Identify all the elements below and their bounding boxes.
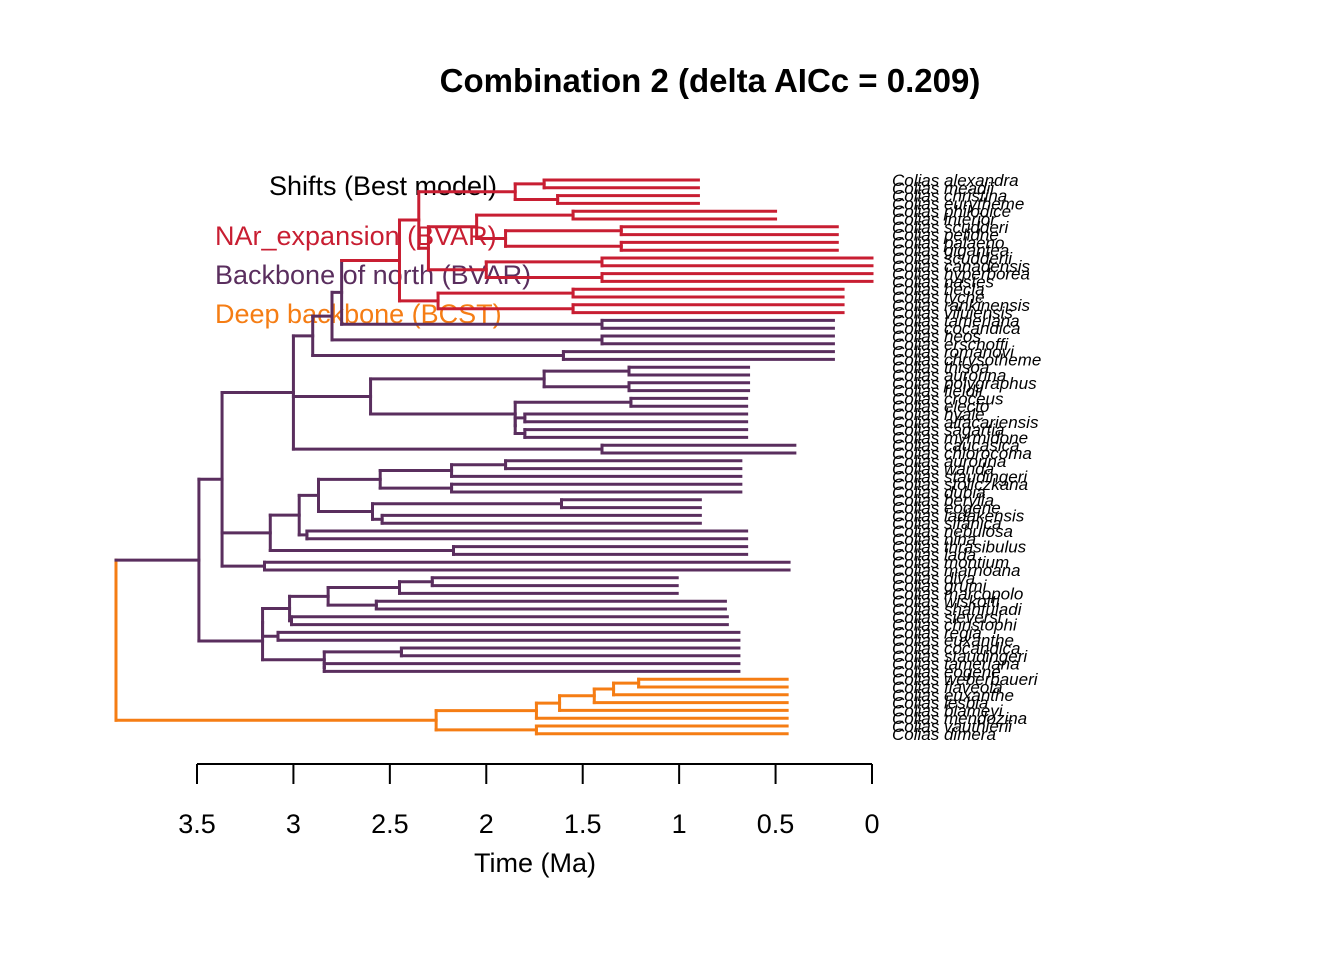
tip-label-42: Colias eogene — [892, 499, 1001, 518]
tip-label-57: Colias christophi — [892, 616, 1018, 635]
x-tick-label-2: 2.5 — [371, 809, 409, 839]
tip-label-27: Colias fieldii — [892, 382, 984, 401]
tip-label-60: Colias cocandica — [892, 639, 1021, 658]
tip-label-65: Colias flaveola — [892, 678, 1003, 697]
tip-label-67: Colias lesbia — [892, 694, 988, 713]
tree-branches — [114, 178, 874, 736]
tip-label-9: Colias gigantea — [892, 241, 1009, 260]
x-axis: 3.5 3 2.5 2 1.5 1 0.5 0 Time (Ma) — [178, 763, 880, 878]
tip-label-3: Colias eurytheme — [892, 194, 1024, 213]
tip-label-68: Colias blameyi — [892, 701, 1004, 720]
tip-label-64: Colias weberbaueri — [892, 670, 1039, 689]
chart-title: Combination 2 (delta AICc = 0.209) — [440, 62, 981, 99]
tip-label-49: Colias montium — [892, 553, 1009, 572]
tip-label-15: Colias tyche — [892, 288, 985, 307]
tip-label-50: Colias marnoana — [892, 561, 1021, 580]
tip-label-55: Colias shahfuladi — [892, 600, 1023, 619]
x-tick-label-3: 2 — [479, 809, 494, 839]
tip-label-16: Colias rankinensis — [892, 296, 1030, 315]
tip-label-33: Colias myrmidone — [892, 428, 1028, 447]
tip-label-23: Colias chrysotheme — [892, 350, 1041, 369]
tip-label-7: Colias pelidne — [892, 226, 999, 245]
legend-entry-backbone: Backbone of north (BVAR) — [215, 260, 531, 290]
tip-label-61: Colias staudingeri — [892, 647, 1028, 666]
tip-label-13: Colias nastes — [892, 272, 995, 291]
tip-label-21: Colias erschoffi — [892, 335, 1009, 354]
tip-label-29: Colias electo — [892, 397, 989, 416]
tip-label-12: Colias hyperborea — [892, 265, 1030, 284]
tip-label-34: Colias caucasica — [892, 436, 1020, 455]
tip-label-66: Colias euxanthe — [892, 686, 1014, 705]
tip-label-25: Colias aurorina — [892, 366, 1006, 385]
tip-label-59: Colias euxanthe — [892, 631, 1014, 650]
tip-label-19: Colias cocandica — [892, 319, 1021, 338]
tip-label-56: Colias sieversi — [892, 608, 1003, 627]
tip-label-47: Colias thrasibulus — [892, 538, 1027, 557]
tip-label-35: Colias chlorocoma — [892, 444, 1032, 463]
x-tick-label-0: 3.5 — [178, 809, 216, 839]
tip-label-45: Colias nebulosa — [892, 522, 1013, 541]
tip-label-22: Colias romanovi — [892, 343, 1015, 362]
legend-title: Shifts (Best model) — [269, 171, 497, 201]
tip-label-44: Colias sifanica — [892, 514, 1002, 533]
tip-label-52: Colias grumi — [892, 577, 988, 596]
tip-label-58: Colias regia — [892, 623, 982, 642]
tip-label-62: Colias tamerlana — [892, 655, 1020, 674]
x-tick-label-5: 1 — [672, 809, 687, 839]
tip-label-24: Colias thisoa — [892, 358, 989, 377]
legend: Shifts (Best model) NAr_expansion (BVAR)… — [215, 171, 531, 329]
tip-label-46: Colias nina — [892, 530, 976, 549]
tip-label-6: Colias scudderi — [892, 218, 1009, 237]
tip-label-36: Colias aurorina — [892, 452, 1006, 471]
tip-label-54: Colias wiskotti — [892, 592, 1001, 611]
tip-label-63: Colias eogene — [892, 662, 1001, 681]
x-tick-label-4: 1.5 — [564, 809, 602, 839]
tip-label-14: Colias hecla — [892, 280, 985, 299]
tip-label-32: Colias sagartia — [892, 421, 1004, 440]
tip-label-10: Colias scudderii — [892, 249, 1013, 268]
tip-label-39: Colias stoliczkana — [892, 475, 1028, 494]
tip-label-31: Colias alfacariensis — [892, 413, 1039, 432]
tip-label-5: Colias interior — [892, 210, 997, 229]
tip-label-30: Colias hyale — [892, 405, 985, 424]
x-tick-label-1: 3 — [286, 809, 301, 839]
tip-label-71: Colias dimera — [892, 725, 996, 744]
tip-label-40: Colias dubia — [892, 483, 986, 502]
tip-label-69: Colias mendozina — [892, 709, 1027, 728]
tip-label-1: Colias meadii — [892, 179, 995, 198]
tip-label-28: Colias croceus — [892, 389, 1004, 408]
tip-label-0: Colias alexandra — [892, 171, 1019, 190]
tip-label-51: Colias diva — [892, 569, 975, 588]
x-tick-label-6: 0.5 — [757, 809, 795, 839]
tip-label-37: Colias wanda — [892, 460, 994, 479]
x-axis-title: Time (Ma) — [474, 848, 596, 878]
tip-label-8: Colias palaeno — [892, 233, 1004, 252]
tip-label-26: Colias polygraphus — [892, 374, 1037, 393]
tip-label-70: Colias vauthierii — [892, 717, 1013, 736]
tip-label-38: Colias staudingeri — [892, 467, 1028, 486]
tip-label-20: Colias heos — [892, 327, 981, 346]
tip-label-4: Colias philodice — [892, 202, 1011, 221]
tip-label-53: Colias marcopolo — [892, 584, 1023, 603]
tip-label-18: Colias tamerlana — [892, 311, 1020, 330]
tip-label-41: Colias berylla — [892, 491, 994, 510]
x-ticks: 3.5 3 2.5 2 1.5 1 0.5 0 — [178, 764, 880, 839]
tip-label-2: Colias christina — [892, 187, 1007, 206]
tip-label-11: Colias canadensis — [892, 257, 1030, 276]
tip-label-43: Colias ladakensis — [892, 506, 1025, 525]
tip-label-17: Colias viluiensis — [892, 304, 1013, 323]
x-tick-label-7: 0 — [864, 809, 879, 839]
tip-label-48: Colias lada — [892, 545, 976, 564]
